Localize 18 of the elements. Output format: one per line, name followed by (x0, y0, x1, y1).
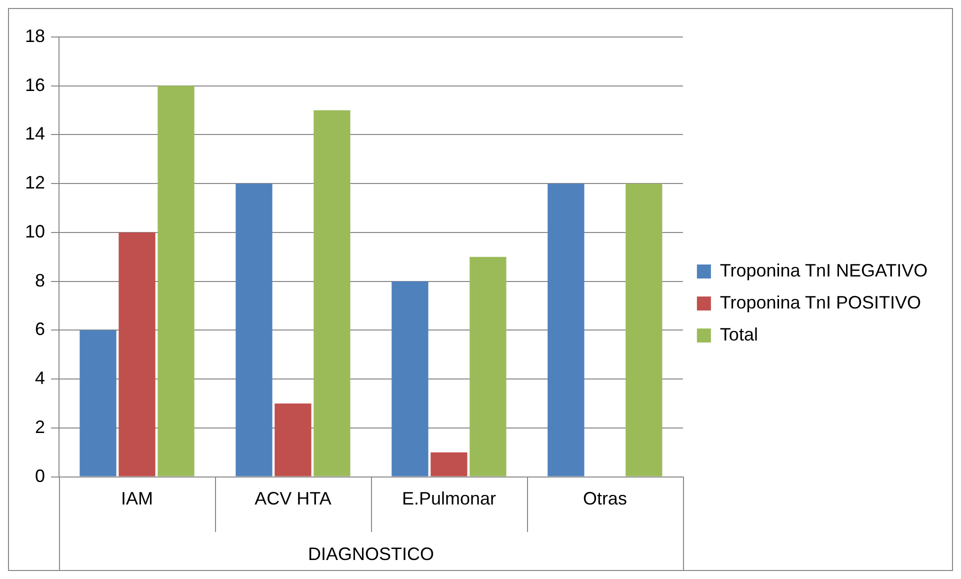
y-tick-label: 4 (35, 368, 46, 388)
x-tick-label: Otras (582, 488, 627, 509)
legend-label: Total (720, 324, 758, 344)
legend-label: Troponina TnI POSITIVO (720, 292, 922, 312)
x-tick-label: ACV HTA (254, 488, 332, 509)
y-tick-label: 16 (24, 74, 46, 95)
y-tick-label: 6 (35, 319, 46, 340)
y-tick-label: 12 (24, 172, 46, 193)
x-axis-title: DIAGNOSTICO (308, 544, 434, 564)
x-tick-label: IAM (121, 488, 154, 509)
y-tick-label: 10 (24, 221, 46, 242)
x-tick-label: E.Pulmonar (402, 488, 496, 509)
y-tick-label: 18 (24, 26, 46, 46)
y-tick-label: 2 (35, 416, 46, 437)
y-tick-label: 14 (24, 124, 46, 144)
y-tick-label: 8 (35, 270, 46, 290)
y-tick-label: 0 (35, 466, 46, 486)
legend-label: Troponina TnI NEGATIVO (720, 260, 928, 280)
